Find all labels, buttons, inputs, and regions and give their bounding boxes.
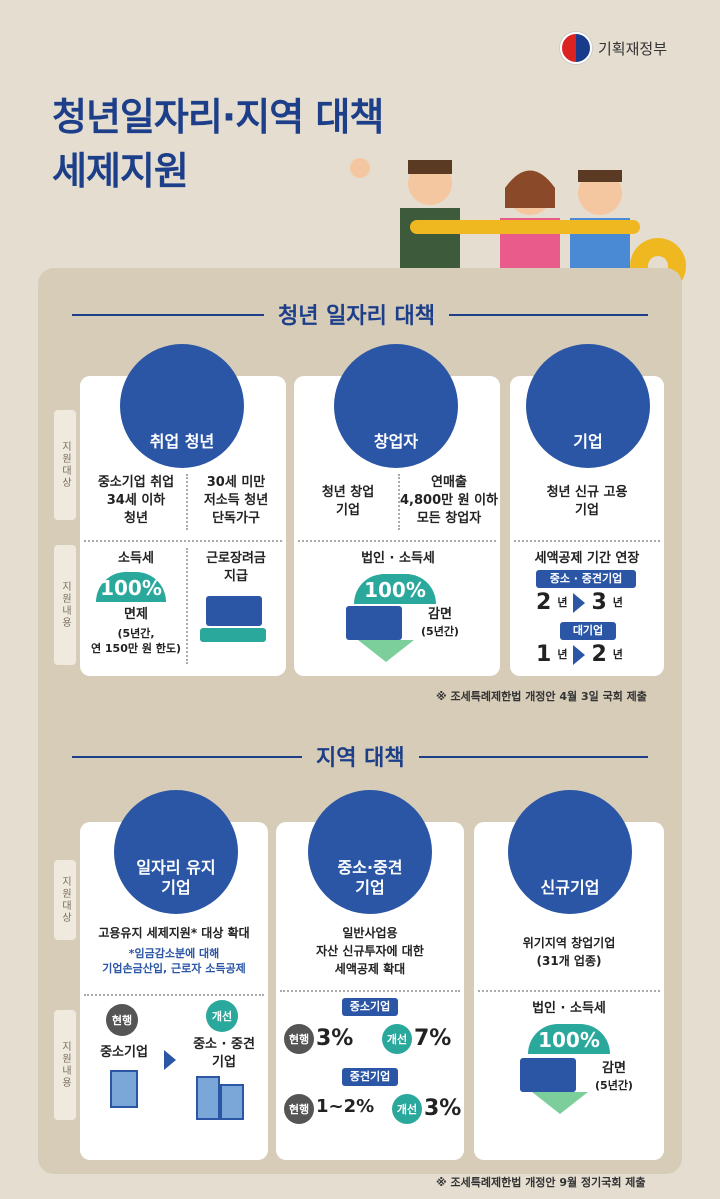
divider	[186, 548, 188, 664]
circle-label: 중소·중견 기업	[337, 858, 403, 897]
reduce-label: 감면	[428, 607, 452, 622]
circle-job-retention: 일자리 유지 기업	[114, 790, 238, 914]
pill-sme: 중소기업	[342, 998, 398, 1016]
side-label-content: 지원내용	[54, 545, 76, 665]
footnote-region: ※ 조세특례제한법 개정안 9월 정기국회 제출	[436, 1176, 646, 1189]
exempt-note: (5년간, 연 150만 원 한도)	[90, 627, 182, 655]
target: 청년 신규 고용 기업	[546, 485, 628, 518]
current-rate: 3%	[316, 1026, 354, 1051]
circle-label: 취업 청년	[149, 432, 215, 451]
people-with-key-illustration	[350, 158, 686, 294]
circle-new-company: 신규기업	[508, 790, 632, 914]
target: 일반사업용 자산 신규투자에 대한 세액공제 확대	[316, 926, 424, 976]
pill-large: 대기업	[560, 622, 616, 640]
ministry-logo: 기획재정부	[560, 32, 667, 64]
tax-label: 법인 · 소득세	[361, 551, 435, 566]
footnote-youth: ※ 조세특례제한법 개정안 4월 3일 국회 제출	[436, 690, 647, 703]
period-from: 1	[536, 642, 552, 667]
target: 고용유지 세제지원* 대상 확대	[98, 926, 250, 940]
circle-label: 창업자	[373, 432, 419, 451]
improve-value: 중소 · 중견 기업	[193, 1037, 255, 1070]
circle-employed-youth: 취업 청년	[120, 344, 244, 468]
circle-label: 일자리 유지 기업	[136, 858, 216, 897]
side-label-target: 지원대상	[54, 410, 76, 520]
ministry-name: 기획재정부	[598, 39, 668, 58]
building-icon	[196, 1076, 220, 1120]
divider	[298, 540, 496, 542]
pill-sme: 중소 · 중견기업	[536, 570, 636, 588]
exempt-label: 면제	[124, 607, 148, 622]
unit: 년	[557, 648, 568, 661]
money-icon	[520, 1058, 576, 1092]
section-title-region: 지역 대책	[302, 740, 419, 772]
target-left: 중소기업 취업 34세 이하 청년	[97, 475, 175, 526]
current-value: 중소기업	[100, 1045, 148, 1060]
target-right: 연매출 4,800만 원 이하 모든 창업자	[400, 475, 499, 526]
title-line-2: 세제지원	[52, 149, 189, 193]
percent-badge: 100%	[528, 1024, 610, 1054]
down-arrow-icon	[532, 1092, 588, 1114]
unit: 년	[612, 596, 623, 609]
side-label-content: 지원내용	[54, 1010, 76, 1120]
target-note: *임금감소분에 대해 기업손금산입, 근로자 소득공제	[102, 947, 246, 975]
pill-midsize: 중견기업	[342, 1068, 398, 1086]
hand-icon	[200, 628, 266, 642]
divider	[514, 540, 660, 542]
side-label-target: 지원대상	[54, 860, 76, 940]
page-title: 청년일자리·지역 대책 세제지원	[52, 90, 384, 198]
circle-label: 기업	[573, 432, 603, 451]
improve-badge: 개선	[392, 1094, 422, 1124]
divider	[186, 474, 188, 530]
current-badge: 현행	[284, 1094, 314, 1124]
current-badge: 현행	[284, 1024, 314, 1054]
arrow-right-icon	[573, 592, 586, 613]
reduce-label: 감면	[602, 1061, 626, 1076]
title-line-1: 청년일자리·지역 대책	[52, 95, 384, 139]
divider	[478, 990, 660, 992]
money-icon	[346, 606, 402, 640]
target-left: 청년 창업 기업	[321, 485, 375, 518]
circle-label: 신규기업	[540, 878, 600, 897]
arrow-right-icon	[573, 644, 586, 665]
divider	[84, 994, 264, 996]
circle-sme-midsize: 중소·중견 기업	[308, 790, 432, 914]
period-to: 3	[591, 590, 607, 615]
current-badge: 현행	[106, 1004, 138, 1036]
reduce-note: (5년간)	[595, 1079, 633, 1092]
target: 위기지역 창업기업 (31개 업종)	[522, 936, 616, 968]
tax-label: 소득세	[118, 551, 154, 566]
unit: 년	[557, 596, 568, 609]
improve-badge: 개선	[206, 1000, 238, 1032]
percent-badge: 100%	[96, 572, 166, 602]
target-right: 30세 미만 저소득 청년 단독가구	[203, 475, 269, 526]
down-arrow-icon	[358, 640, 414, 662]
improve-rate: 3%	[424, 1096, 462, 1121]
divider	[280, 990, 460, 992]
building-icon	[220, 1084, 244, 1120]
taegeuk-icon	[560, 32, 592, 64]
money-icon	[206, 596, 262, 626]
period-to: 2	[591, 642, 607, 667]
building-icon	[110, 1070, 138, 1108]
extend-label: 세액공제 기간 연장	[534, 551, 640, 566]
percent-badge: 100%	[354, 574, 436, 604]
circle-company: 기업	[526, 344, 650, 468]
right-benefit: 근로장려금 지급	[206, 551, 266, 584]
divider	[398, 474, 400, 530]
section-title-youth: 청년 일자리 대책	[264, 298, 449, 330]
improve-rate: 7%	[414, 1026, 452, 1051]
current-rate: 1~2%	[316, 1096, 375, 1117]
circle-startup: 창업자	[334, 344, 458, 468]
period-from: 2	[536, 590, 552, 615]
unit: 년	[612, 648, 623, 661]
improve-badge: 개선	[382, 1024, 412, 1054]
arrow-right-icon	[164, 1050, 176, 1070]
reduce-note: (5년간)	[421, 625, 459, 638]
tax-label: 법인 · 소득세	[532, 1001, 606, 1016]
divider	[84, 540, 282, 542]
